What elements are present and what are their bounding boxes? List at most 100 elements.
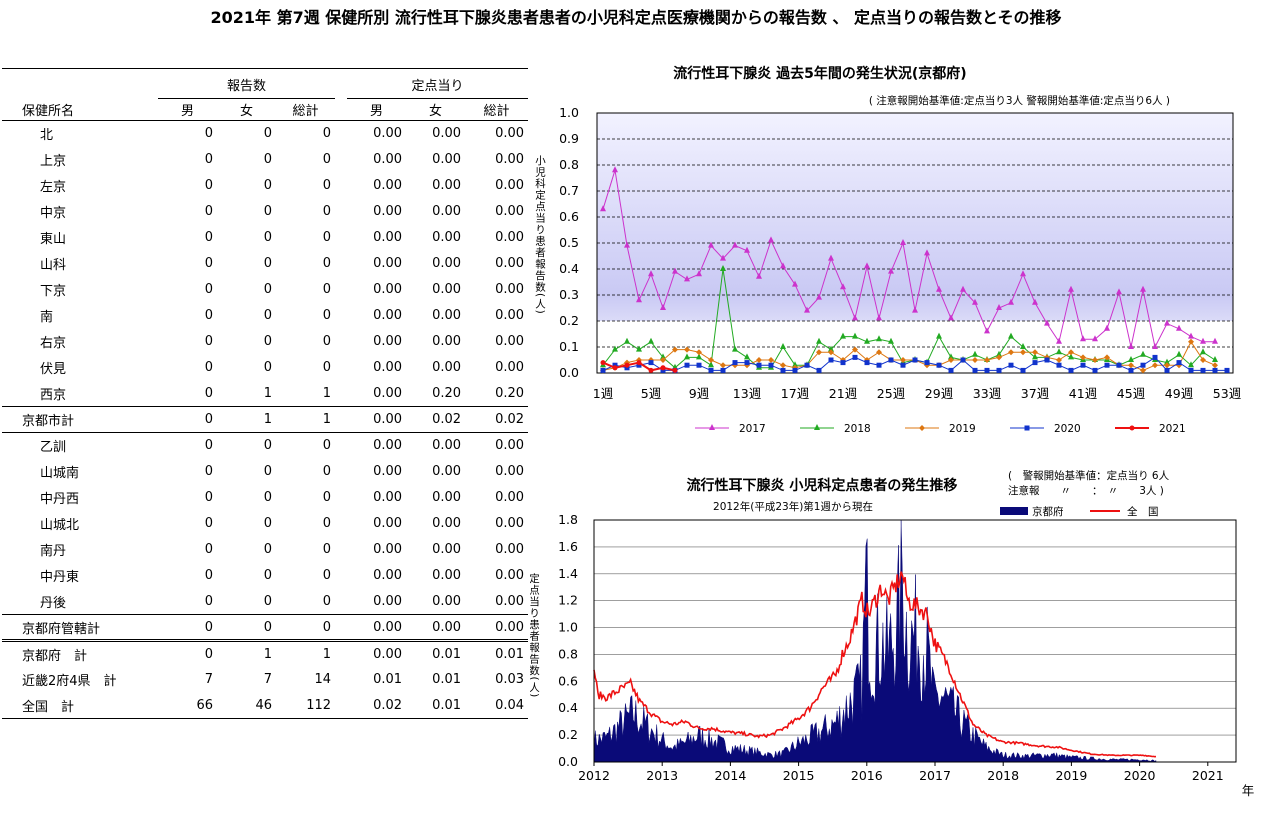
group-header-count: 報告数 xyxy=(158,68,336,99)
cell-value: 0 xyxy=(204,385,213,401)
data-point xyxy=(828,357,834,363)
chart1-y-tick: 0.8 xyxy=(559,157,579,172)
table-row: 北 0 0 0 0.00 0.00 0.00 xyxy=(2,121,528,147)
cell-value: 0 xyxy=(204,542,213,557)
cell-value: 0 xyxy=(204,334,213,349)
data-point xyxy=(708,367,714,373)
cell-value: 46 xyxy=(217,692,276,719)
cell-value: 1 xyxy=(217,406,276,433)
chart1-y-tick: 0.6 xyxy=(559,209,579,224)
data-point xyxy=(684,346,690,353)
data-point xyxy=(1032,353,1038,360)
cell-value: 0 xyxy=(263,334,272,349)
data-point xyxy=(684,353,690,360)
row-name: 中丹東 xyxy=(40,570,80,585)
table-row: 伏見 0 0 0 0.00 0.00 0.00 xyxy=(2,355,528,381)
data-point xyxy=(1140,362,1146,368)
data-point xyxy=(1068,349,1074,356)
cell-value: 0.00 xyxy=(373,360,403,375)
cell-value: 0.00 xyxy=(373,385,403,401)
cell-value: 0 xyxy=(322,256,332,271)
cell-value: 0.00 xyxy=(373,282,403,297)
cell-value: 0 xyxy=(204,282,213,297)
row-name: 近畿2府4県 計 xyxy=(22,674,117,689)
chart2-y-tick: 0.6 xyxy=(558,673,578,688)
table-row: 全国 計 66 46 112 0.02 0.01 0.04 xyxy=(2,692,529,719)
data-point xyxy=(732,241,738,248)
chart2-y-label: 定点当り患者報告数(人) xyxy=(530,572,540,698)
data-point xyxy=(612,362,618,368)
data-point xyxy=(852,332,858,339)
cell-value: 1 xyxy=(217,639,276,667)
data-point xyxy=(780,362,786,369)
cell-value: 0.03 xyxy=(495,672,525,687)
cell-value: 0 xyxy=(217,614,276,641)
data-point xyxy=(624,365,630,371)
cell-value: 0.00 xyxy=(373,490,403,505)
data-point xyxy=(936,332,942,339)
cell-value: 0 xyxy=(204,204,213,219)
table-row: 下京 0 0 0 0.00 0.00 0.00 xyxy=(2,277,528,303)
data-point xyxy=(780,343,786,349)
chart1-y-tick: 0.0 xyxy=(559,365,579,380)
cell-value: 112 xyxy=(276,692,336,719)
report-table: 報告数 定点当り 保健所名男女総計男女総計北 0 0 0 0.00 0.00 0.00 上京 0 0 0… xyxy=(2,68,529,719)
cell-value: 0.00 xyxy=(432,438,462,454)
cell-value: 0.00 xyxy=(432,204,462,219)
data-point xyxy=(744,246,750,253)
legend-marker xyxy=(919,425,925,431)
row-name: 東山 xyxy=(40,232,67,247)
data-point xyxy=(696,362,702,368)
cell-value: 0.01 xyxy=(432,672,462,687)
data-point xyxy=(888,337,894,344)
data-point xyxy=(1152,362,1158,369)
data-point xyxy=(732,345,738,352)
data-point xyxy=(852,346,858,353)
chart2-x-tick: 2019 xyxy=(1055,768,1087,783)
cell-value: 0.00 xyxy=(495,516,525,531)
data-point xyxy=(996,354,1002,361)
cell-value: 0 xyxy=(322,204,332,219)
data-point xyxy=(1200,348,1206,355)
data-point xyxy=(972,367,978,373)
cell-value: 0 xyxy=(204,126,213,142)
data-point xyxy=(1128,356,1134,362)
data-point xyxy=(624,362,630,368)
data-point xyxy=(900,362,906,368)
chart1-y-tick: 0.4 xyxy=(559,261,579,276)
col-header: 総計 xyxy=(465,98,529,121)
row-name: 南 xyxy=(40,310,54,325)
cell-value: 0 xyxy=(263,438,272,454)
data-point xyxy=(756,272,762,279)
cell-value: 0.01 xyxy=(406,692,466,719)
cell-value: 0.00 xyxy=(495,334,525,349)
cell-value: 0.02 xyxy=(406,406,466,433)
col-header: 女 xyxy=(406,98,466,121)
data-point xyxy=(600,205,606,212)
data-point xyxy=(1104,354,1110,361)
cell-value: 1 xyxy=(263,385,272,401)
cell-value: 0 xyxy=(158,614,217,641)
data-point xyxy=(984,357,990,363)
data-point xyxy=(876,335,882,342)
table-row: 西京 0 1 1 0.00 0.20 0.20 xyxy=(2,381,528,407)
cell-value: 0.20 xyxy=(432,385,462,401)
cell-value: 0.00 xyxy=(373,178,403,193)
data-point xyxy=(1104,362,1110,368)
cell-value: 0 xyxy=(158,639,217,667)
data-point xyxy=(936,285,942,292)
data-point xyxy=(996,367,1002,373)
row-name: 中丹西 xyxy=(40,492,80,507)
data-point xyxy=(1044,319,1050,326)
data-point xyxy=(816,349,822,356)
cell-value: 0.00 xyxy=(432,490,462,505)
data-point xyxy=(684,362,690,368)
chart1-legend-item: 2019 xyxy=(905,423,976,435)
cell-value: 0.00 xyxy=(495,204,525,219)
cell-value: 0 xyxy=(322,542,332,557)
data-point xyxy=(1164,319,1170,326)
data-point xyxy=(600,367,606,373)
data-point xyxy=(612,166,618,173)
cell-value: 0 xyxy=(204,256,213,271)
table-row: 右京 0 0 0 0.00 0.00 0.00 xyxy=(2,329,528,355)
